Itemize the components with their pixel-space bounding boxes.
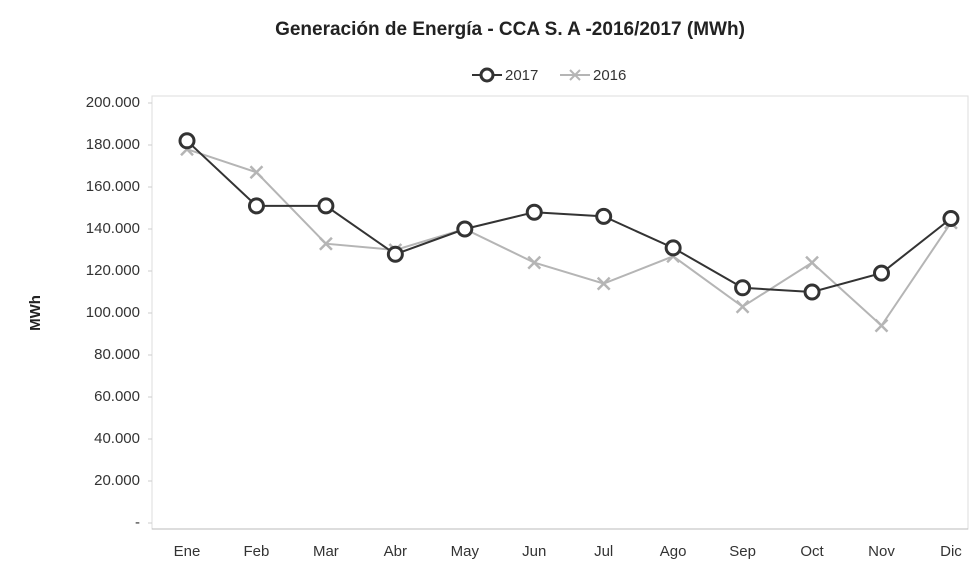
legend-marker xyxy=(569,69,581,81)
point xyxy=(319,236,333,251)
point xyxy=(317,197,335,215)
x-tick-label: May xyxy=(451,543,480,560)
point xyxy=(874,318,889,333)
y-tick-label: 180.000 xyxy=(86,136,140,153)
y-tick-label: 80.000 xyxy=(94,346,140,363)
y-tick-label: 120.000 xyxy=(86,262,140,279)
x-tick-label: Oct xyxy=(800,543,824,560)
x-tick-label: Dic xyxy=(940,543,962,560)
plot-border xyxy=(151,95,969,530)
point xyxy=(249,165,264,180)
legend-label: 2017 xyxy=(505,67,538,84)
point xyxy=(873,264,890,282)
y-tick-label: 100.000 xyxy=(86,304,140,321)
point xyxy=(942,210,960,227)
y-tick-label: 200.000 xyxy=(86,94,140,111)
point xyxy=(386,245,404,263)
y-tick-label: - xyxy=(135,514,140,531)
point xyxy=(595,207,613,225)
y-tick-label: 20.000 xyxy=(94,472,140,489)
point xyxy=(735,299,750,314)
y-tick-label: 140.000 xyxy=(86,220,140,237)
series-line xyxy=(186,140,952,294)
x-tick-label: Abr xyxy=(384,543,407,560)
x-tick-label: Mar xyxy=(313,543,339,560)
point xyxy=(596,276,611,291)
point xyxy=(247,197,265,215)
point xyxy=(527,255,542,270)
legend-marker xyxy=(479,67,495,83)
point xyxy=(803,283,821,301)
y-axis-label: MWh xyxy=(27,295,44,331)
series-line xyxy=(186,148,952,328)
point xyxy=(734,279,752,297)
x-tick-label: Feb xyxy=(244,543,270,560)
x-tick-label: Jul xyxy=(594,543,613,560)
point xyxy=(805,255,819,270)
x-tick-label: Nov xyxy=(868,543,895,560)
x-tick-label: Ago xyxy=(660,543,687,560)
point xyxy=(456,220,474,238)
legend-label: 2016 xyxy=(593,67,626,84)
x-tick-label: Ene xyxy=(174,543,201,560)
x-tick-label: Sep xyxy=(729,543,756,560)
x-tick-label: Jun xyxy=(522,543,546,560)
y-tick-label: 160.000 xyxy=(86,178,140,195)
point xyxy=(178,132,196,150)
y-tick-label: 60.000 xyxy=(94,388,140,405)
point xyxy=(664,239,682,257)
chart-title: Generación de Energía - CCA S. A -2016/2… xyxy=(275,19,745,40)
y-tick-label: 40.000 xyxy=(94,430,140,447)
point xyxy=(525,203,543,221)
